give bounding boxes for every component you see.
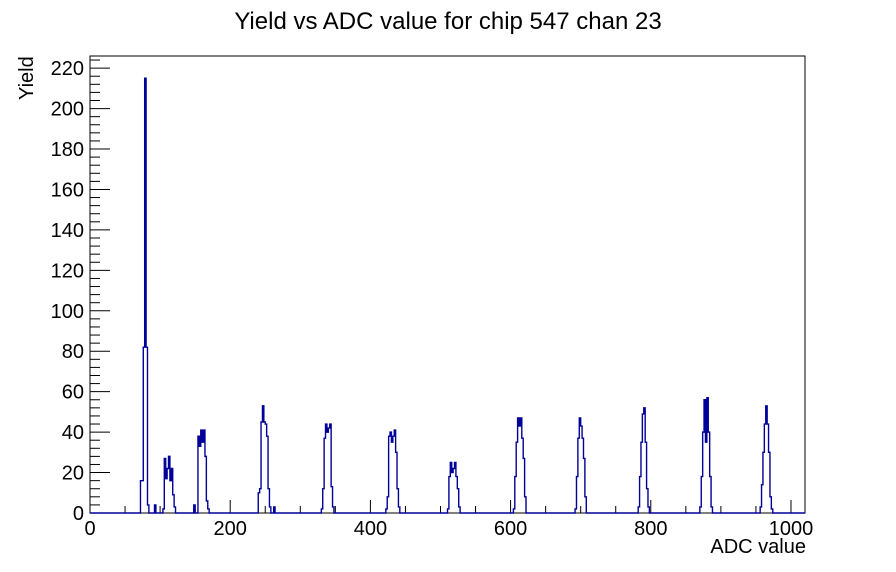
y-tick-label: 0: [73, 503, 84, 525]
y-tick-label: 60: [62, 382, 84, 404]
y-axis-title: Yield: [16, 56, 38, 100]
histogram-line: [90, 77, 805, 514]
y-tick-label: 200: [51, 99, 84, 121]
x-tick-label: 200: [214, 518, 247, 540]
x-tick-label: 1000: [769, 518, 814, 540]
x-axis-title: ADC value: [710, 536, 806, 558]
x-tick-label: 600: [494, 518, 527, 540]
y-tick-label: 40: [62, 422, 84, 444]
x-tick-label: 400: [354, 518, 387, 540]
y-tick-label: 100: [51, 301, 84, 323]
y-tick-label: 20: [62, 463, 84, 485]
y-tick-label: 140: [51, 220, 84, 242]
x-tick-label: 0: [84, 518, 95, 540]
y-tick-label: 120: [51, 260, 84, 282]
x-tick-label: 800: [634, 518, 667, 540]
chart-title: Yield vs ADC value for chip 547 chan 23: [234, 8, 662, 35]
y-tick-label: 180: [51, 139, 84, 161]
y-tick-label: 80: [62, 341, 84, 363]
y-tick-label: 220: [51, 58, 84, 80]
y-tick-label: 160: [51, 179, 84, 201]
